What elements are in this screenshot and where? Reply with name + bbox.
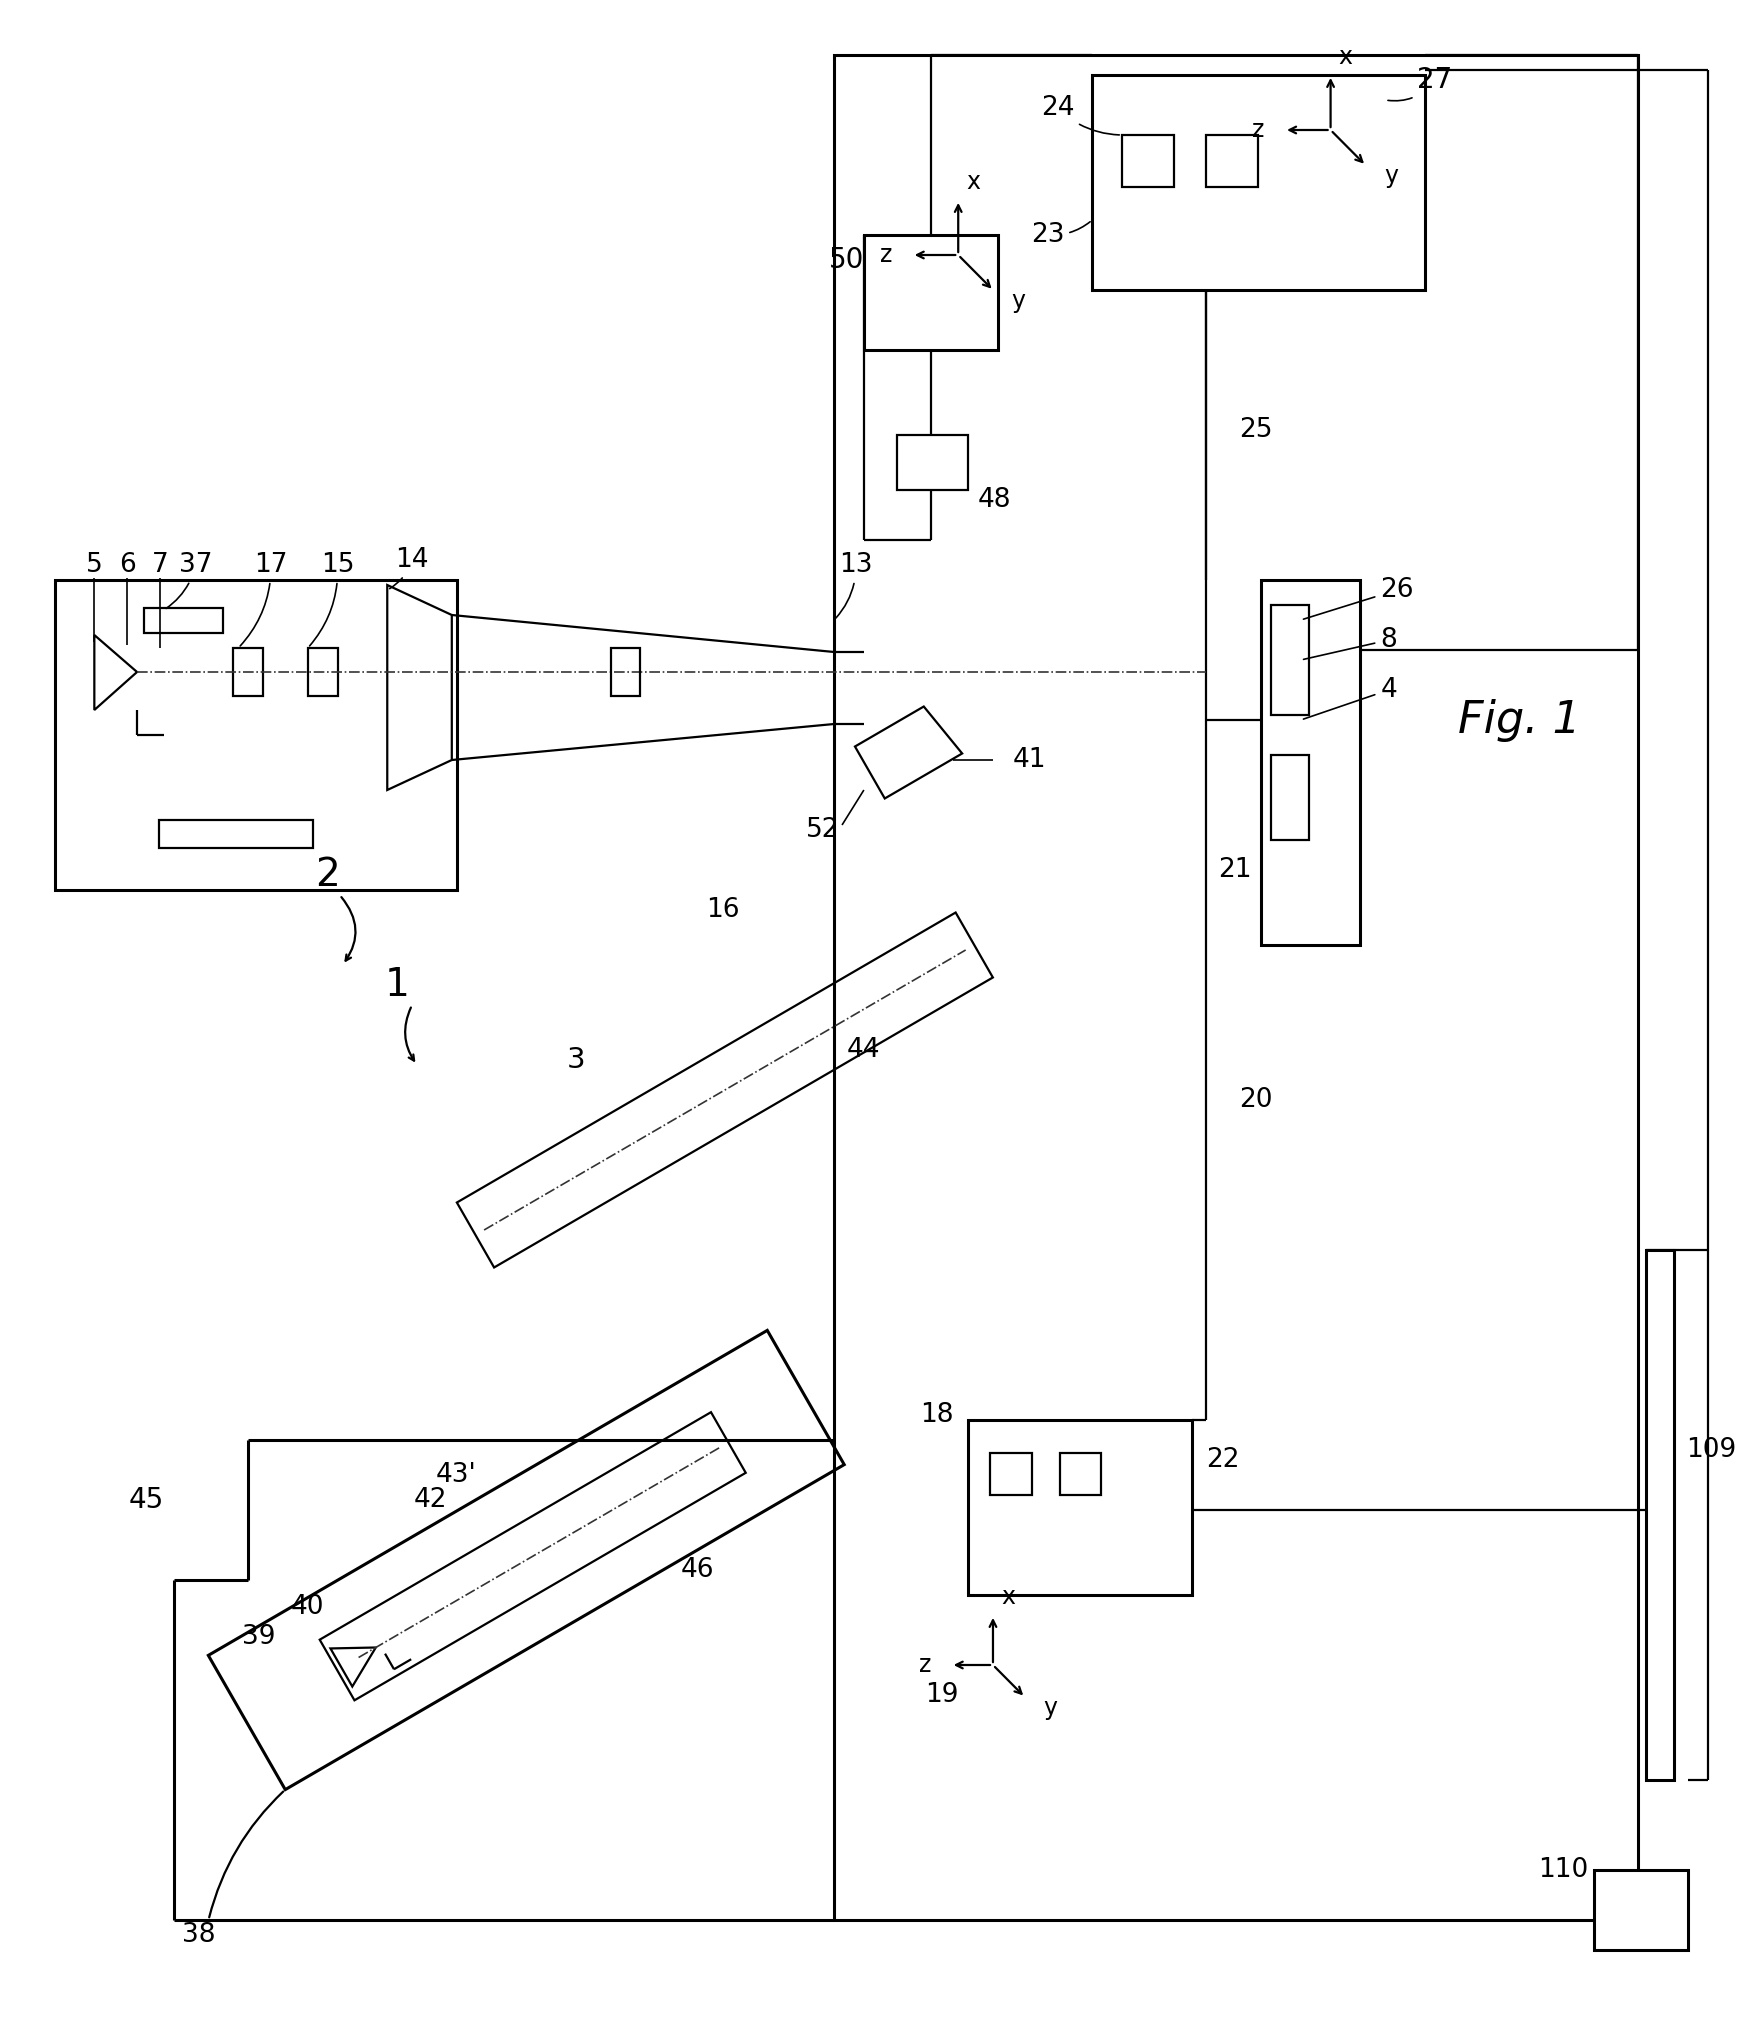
Bar <box>1272 604 1309 715</box>
Bar <box>54 580 456 889</box>
Text: 20: 20 <box>1239 1087 1274 1114</box>
Text: 6: 6 <box>119 552 136 578</box>
Text: y: y <box>1012 289 1025 313</box>
Text: 17: 17 <box>239 552 288 647</box>
Text: 24: 24 <box>1041 95 1120 135</box>
Text: 46: 46 <box>681 1556 715 1582</box>
Bar <box>863 234 998 350</box>
Bar <box>1059 1453 1101 1496</box>
Bar <box>1593 1869 1688 1950</box>
Text: x: x <box>1338 44 1352 69</box>
Text: 41: 41 <box>1013 748 1046 772</box>
Bar <box>143 608 224 633</box>
Text: 27: 27 <box>1387 67 1452 101</box>
Text: 52: 52 <box>805 816 839 843</box>
Text: x: x <box>1001 1584 1015 1609</box>
Bar <box>611 649 641 695</box>
Text: z: z <box>919 1653 931 1677</box>
Bar <box>1122 135 1174 188</box>
Text: 2: 2 <box>314 857 341 893</box>
Bar <box>1646 1251 1674 1781</box>
Text: 37: 37 <box>166 552 213 608</box>
Bar <box>1272 756 1309 841</box>
Text: 14: 14 <box>390 548 428 588</box>
Text: 3: 3 <box>566 1047 585 1073</box>
Text: x: x <box>966 170 980 194</box>
Text: 42: 42 <box>414 1487 447 1514</box>
Text: 8: 8 <box>1303 627 1398 659</box>
Bar <box>896 435 968 489</box>
Text: 110: 110 <box>1539 1857 1588 1884</box>
Text: z: z <box>879 243 893 267</box>
Text: 39: 39 <box>241 1625 274 1651</box>
Text: 7: 7 <box>152 552 168 578</box>
Text: 43': 43' <box>437 1461 477 1487</box>
Text: 38: 38 <box>182 1922 215 1948</box>
Text: 40: 40 <box>292 1595 325 1621</box>
Text: 5: 5 <box>86 552 103 578</box>
Text: y: y <box>1043 1696 1057 1720</box>
Bar <box>1207 135 1258 188</box>
Text: 16: 16 <box>706 897 739 924</box>
Text: 22: 22 <box>1207 1447 1240 1473</box>
Text: 19: 19 <box>924 1681 957 1708</box>
Text: 1: 1 <box>384 966 409 1004</box>
Text: 45: 45 <box>129 1485 164 1514</box>
Text: 18: 18 <box>919 1403 954 1429</box>
Text: 21: 21 <box>1218 857 1251 883</box>
Text: 13: 13 <box>837 552 874 618</box>
Text: 15: 15 <box>309 552 355 647</box>
Bar <box>307 649 337 695</box>
Text: 25: 25 <box>1239 416 1274 443</box>
Bar <box>991 1453 1032 1496</box>
Text: 109: 109 <box>1686 1437 1737 1463</box>
Bar <box>1261 580 1361 946</box>
Bar <box>968 1421 1191 1595</box>
Text: y: y <box>1384 164 1398 188</box>
Text: 48: 48 <box>978 487 1012 513</box>
Text: 26: 26 <box>1303 578 1413 618</box>
Bar <box>234 649 264 695</box>
Bar <box>833 55 1639 1920</box>
Text: Fig. 1: Fig. 1 <box>1457 699 1581 742</box>
Text: z: z <box>1253 117 1265 141</box>
Text: 4: 4 <box>1303 677 1398 719</box>
Text: 44: 44 <box>847 1037 880 1063</box>
Bar <box>1092 75 1426 289</box>
Bar <box>159 821 313 849</box>
Text: 50: 50 <box>828 247 863 275</box>
Text: 23: 23 <box>1031 222 1090 249</box>
